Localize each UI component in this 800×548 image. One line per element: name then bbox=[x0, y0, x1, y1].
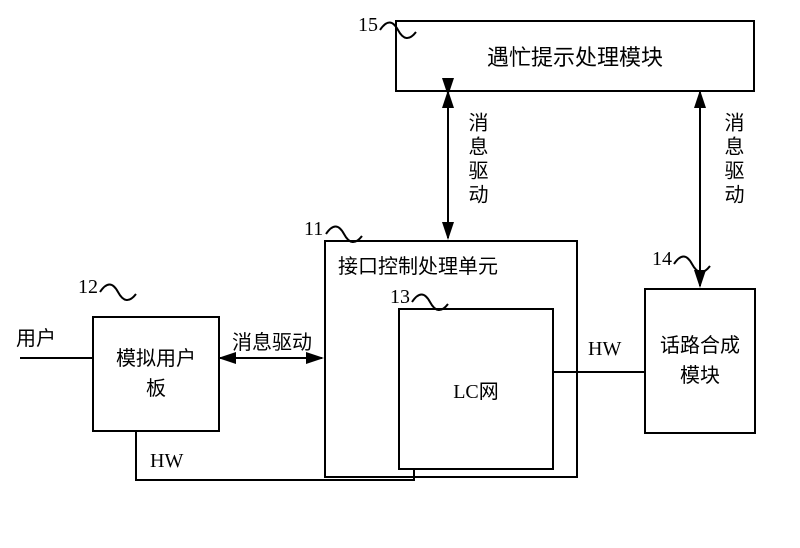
busy-module-label: 遇忙提示处理模块 bbox=[487, 40, 663, 72]
msg-drive-3-label: 消息驱动 bbox=[720, 112, 744, 208]
ref-15: 15 bbox=[358, 14, 378, 37]
ref-12: 12 bbox=[78, 276, 98, 299]
synth-module-box: 话路合成 模块 bbox=[644, 288, 756, 434]
ref-11: 11 bbox=[304, 218, 323, 241]
ref-14: 14 bbox=[652, 248, 672, 271]
ref-13: 13 bbox=[390, 286, 410, 309]
lc-net-box: LC网 bbox=[398, 308, 554, 470]
msg-drive-1-label: 消息驱动 bbox=[232, 326, 312, 355]
user-board-box: 模拟用户 板 bbox=[92, 316, 220, 432]
user-board-label: 模拟用户 板 bbox=[116, 344, 196, 404]
lc-net-label: LC网 bbox=[453, 375, 499, 404]
busy-module-box: 遇忙提示处理模块 bbox=[395, 20, 755, 92]
hw-2-label: HW bbox=[588, 338, 621, 361]
interface-unit-label: 接口控制处理单元 bbox=[338, 250, 498, 279]
hw-1-label: HW bbox=[150, 450, 183, 473]
user-label: 用户 bbox=[16, 322, 56, 351]
synth-module-label: 话路合成 模块 bbox=[660, 331, 740, 391]
msg-drive-2-label: 消息驱动 bbox=[464, 112, 488, 208]
